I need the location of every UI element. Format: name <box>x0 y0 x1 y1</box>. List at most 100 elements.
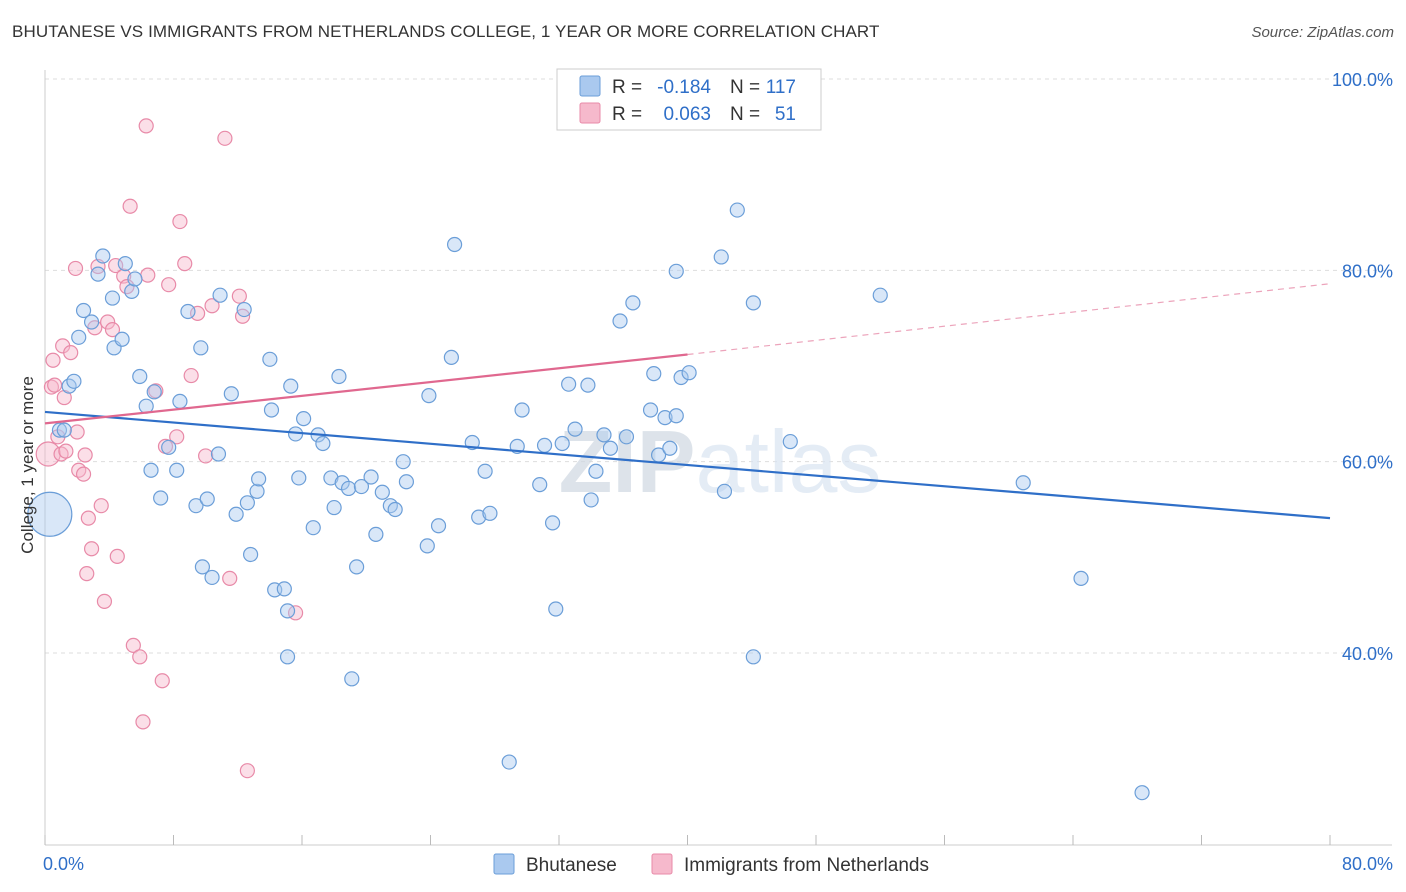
bhutanese-point <box>117 256 133 272</box>
bhutanese-point <box>305 520 321 536</box>
bhutanese-point <box>625 295 641 311</box>
stats-legend-swatch <box>579 75 601 97</box>
bhutanese-point <box>596 427 612 443</box>
netherlands-point <box>47 377 63 393</box>
bhutanese-point <box>331 368 347 385</box>
bhutanese-point <box>95 248 111 264</box>
netherlands-point <box>122 198 138 214</box>
bhutanese-point <box>279 603 296 619</box>
netherlands-point <box>125 637 141 653</box>
y-tick-label: 100.0% <box>1332 70 1393 90</box>
bhutanese-point <box>430 518 447 534</box>
x-tick-label: 0.0% <box>43 854 84 874</box>
bhutanese-point <box>75 302 92 319</box>
series-legend: Bhutanese Immigrants from Netherlands <box>493 853 929 876</box>
netherlands-point <box>217 130 233 146</box>
stats-n-value: 117 <box>766 77 796 98</box>
x-tick-label: 80.0% <box>1342 854 1393 874</box>
bhutanese-point <box>443 349 459 365</box>
y-axis-label: College, 1 year or more <box>18 376 37 554</box>
bhutanese-point <box>66 373 82 389</box>
bhutanese-point <box>236 301 252 318</box>
series-bhutanese <box>27 202 1150 801</box>
bhutanese-point <box>276 581 292 597</box>
bhutanese-point <box>618 429 635 445</box>
bhutanese-point <box>745 295 761 311</box>
bhutanese-point <box>344 671 360 687</box>
stats-legend-frame <box>556 68 822 131</box>
series-legend-swatch <box>651 853 673 875</box>
bhutanese-point <box>745 649 761 665</box>
trend-lines <box>44 283 1331 520</box>
netherlands-point <box>80 510 96 526</box>
bhutanese-point <box>212 287 228 303</box>
bhutanese-point <box>263 402 280 418</box>
bhutanese-point <box>188 498 204 514</box>
bhutanese-point <box>421 388 437 404</box>
bhutanese-point <box>588 463 604 479</box>
netherlands-point <box>204 298 220 314</box>
bhutanese-point <box>114 331 130 347</box>
bhutanese-point <box>251 471 267 487</box>
bhutanese-point <box>283 378 299 394</box>
netherlands-point <box>189 305 206 321</box>
bhutanese-point <box>161 439 177 455</box>
bhutanese-point <box>368 526 384 542</box>
bhutanese-point <box>291 470 307 486</box>
bhutanese-point <box>90 266 106 282</box>
bhutanese-point <box>532 477 548 493</box>
bhutanese-point <box>349 559 365 575</box>
bhutanese-point <box>239 495 255 511</box>
bhutanese-point <box>642 402 659 418</box>
bhutanese-point <box>561 376 577 392</box>
bhutanese-point <box>514 402 530 418</box>
bhutanese-point <box>374 484 390 500</box>
bhutanese-point <box>193 340 209 356</box>
netherlands-point <box>35 441 61 467</box>
bhutanese-point <box>583 492 599 508</box>
bhutanese-point <box>646 366 662 382</box>
bhutanese-point <box>662 440 678 456</box>
bhutanese-point <box>567 421 583 437</box>
bhutanese-point <box>482 505 498 521</box>
bhutanese-point <box>228 506 244 522</box>
bhutanese-point <box>223 386 239 402</box>
netherlands-point <box>132 649 148 665</box>
netherlands-point <box>83 541 100 557</box>
y-tick-label: 40.0% <box>1342 644 1393 664</box>
bhutanese-point <box>315 435 331 452</box>
netherlands-point <box>93 498 109 514</box>
netherlands-point <box>135 714 151 730</box>
netherlands-point <box>58 443 74 459</box>
netherlands-point <box>231 288 247 304</box>
netherlands-point <box>63 345 79 361</box>
source-label: Source: ZipAtlas.com <box>1251 24 1394 41</box>
bhutanese-point <box>471 509 487 525</box>
bhutanese-point <box>1015 475 1031 491</box>
stats-n-label: N = <box>730 104 760 125</box>
netherlands-point <box>100 314 116 330</box>
bhutanese-point <box>169 462 185 478</box>
bhutanese-point <box>127 271 143 287</box>
series-legend-swatch <box>493 853 515 875</box>
netherlands-point <box>183 367 199 384</box>
series-legend-label: Immigrants from Netherlands <box>684 855 929 876</box>
bhutanese-trend-line <box>44 410 1331 520</box>
bhutanese-point <box>536 437 553 454</box>
bhutanese-point <box>296 411 312 427</box>
bhutanese-point <box>153 490 169 506</box>
bhutanese-point <box>1134 785 1150 801</box>
bhutanese-point <box>419 538 435 554</box>
bhutanese-point <box>657 410 673 426</box>
stats-legend-swatch <box>579 102 601 124</box>
bhutanese-point <box>326 499 342 516</box>
bhutanese-point <box>132 368 148 385</box>
netherlands-point <box>140 267 156 283</box>
tick-labels: 40.0% 60.0% 80.0% 100.0% 0.0% 80.0% <box>43 70 1393 874</box>
bhutanese-point <box>668 408 684 424</box>
stats-r-value: -0.184 <box>657 77 711 98</box>
bhutanese-point <box>194 559 211 575</box>
bhutanese-point <box>172 393 188 409</box>
bhutanese-point <box>262 351 278 367</box>
netherlands-point <box>109 548 125 564</box>
